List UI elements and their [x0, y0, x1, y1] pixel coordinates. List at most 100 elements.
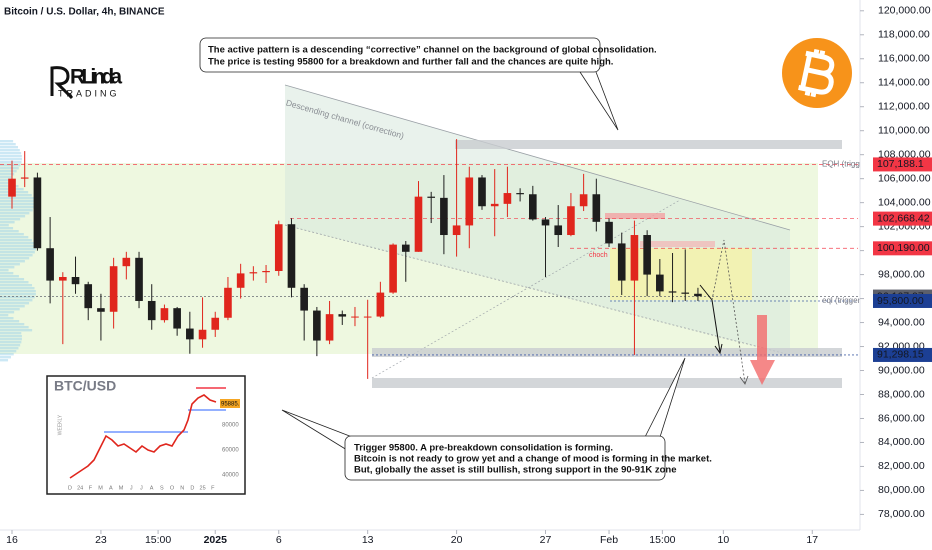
- price-tag: [873, 293, 932, 308]
- profile-bar: [0, 143, 16, 146]
- profile-bar: [0, 269, 9, 272]
- profile-bar: [0, 353, 14, 356]
- inset-x-label: 24: [77, 485, 83, 491]
- price-tags: 107,188.1102,668.42100,190.0096,167.0795…: [873, 157, 932, 362]
- candle-body: [427, 196, 436, 198]
- down-arrow: [750, 315, 775, 385]
- candle-body: [478, 177, 486, 207]
- channel-top: [284, 84, 791, 231]
- candle-body: [186, 328, 194, 340]
- profile-bar: [0, 332, 22, 335]
- profile-bar: [0, 170, 17, 173]
- y-tick-label: 112,000.00: [878, 101, 930, 113]
- x-tick-label: 20: [451, 534, 463, 546]
- profile-bar: [0, 284, 33, 287]
- profile-bar: [0, 251, 35, 254]
- candle-body: [668, 291, 677, 293]
- price-axis: [860, 0, 932, 550]
- x-tick-label: 23: [95, 534, 107, 546]
- candle-body: [84, 284, 93, 309]
- profile-bar: [0, 236, 29, 239]
- choch-label: choch: [589, 252, 608, 259]
- callout-pointer: [579, 71, 619, 131]
- price-tag: [873, 157, 932, 172]
- profile-bar: [0, 311, 15, 314]
- volume-profile: [0, 140, 36, 362]
- arrow-head: [739, 375, 749, 385]
- inset-x-label: 25: [200, 485, 206, 491]
- candle-body: [122, 257, 131, 267]
- candle-body: [567, 206, 575, 236]
- profile-bar: [0, 299, 33, 302]
- candle-body: [198, 329, 207, 340]
- y-tick-label: 94,000.00: [878, 316, 925, 328]
- candle-body: [643, 235, 651, 275]
- profile-bar: [0, 173, 15, 176]
- support-zone-low: [372, 378, 842, 388]
- profile-bar: [0, 245, 36, 248]
- profile-bar: [0, 344, 21, 347]
- candle-body: [211, 317, 220, 330]
- profile-bar: [0, 149, 20, 152]
- profile-bar: [0, 182, 13, 185]
- candle-body: [605, 221, 613, 244]
- profile-bar: [0, 281, 29, 284]
- inset-x-axis: D 24 F M A M J J A S O N D 25 F: [68, 485, 215, 491]
- profile-bar: [0, 275, 19, 278]
- profile-bar: [0, 326, 29, 329]
- inset-x-label: D: [190, 485, 194, 491]
- y-tick-label: 106,000.00: [878, 172, 931, 184]
- candle-body: [8, 178, 16, 197]
- candle-body: [97, 308, 105, 312]
- x-tick-label: Feb: [600, 534, 618, 546]
- profile-bar: [0, 305, 25, 308]
- candle-body: [262, 270, 270, 273]
- choch-zone: [640, 241, 715, 247]
- candle-body: [452, 225, 461, 236]
- candle-body: [20, 177, 29, 179]
- inset-x-label: O: [170, 485, 175, 491]
- profile-bar: [0, 329, 33, 332]
- profile-bar: [0, 314, 9, 317]
- x-tick-label: 2025: [204, 534, 228, 546]
- y-tick-label: 80,000.00: [878, 484, 925, 496]
- callout-cover: [346, 437, 664, 479]
- profile-bar: [0, 278, 25, 281]
- arrow-head: [714, 343, 723, 355]
- candle-body: [656, 274, 664, 292]
- candle-body: [249, 272, 258, 274]
- callout-pointer: [644, 357, 686, 438]
- candle-body: [325, 314, 334, 341]
- callout-text: Bitcoin is not ready to grow yet and a c…: [354, 454, 712, 465]
- candle-body: [490, 203, 499, 207]
- candle-body: [147, 300, 156, 321]
- profile-bar: [0, 338, 22, 341]
- price-tag-label: 91,298.15: [877, 349, 924, 361]
- profile-bar: [0, 347, 19, 350]
- profile-bar: [0, 164, 21, 167]
- x-tick-label: 16: [6, 534, 18, 546]
- profile-bar: [0, 263, 20, 266]
- candle-body: [401, 244, 410, 252]
- candle-body: [516, 193, 524, 195]
- candle-body: [173, 308, 181, 329]
- profile-bar: [0, 146, 18, 149]
- inset-x-label: J: [130, 485, 133, 491]
- profile-bar: [0, 350, 17, 353]
- logo: RLinda TRADING: [50, 66, 122, 100]
- arrows: [699, 239, 775, 385]
- price-tag: [873, 241, 932, 256]
- candle-body: [109, 266, 118, 312]
- x-tick-label: 17: [806, 534, 818, 546]
- profile-bar: [0, 242, 35, 245]
- callout: [199, 37, 601, 73]
- profile-bar: [0, 239, 32, 242]
- profile-bar: [0, 293, 36, 296]
- candle-body: [694, 293, 702, 297]
- logo-tagline: TRADING: [58, 88, 120, 98]
- level-note: EQH (trigger): [822, 160, 870, 169]
- profile-bar: [0, 341, 22, 344]
- profile-bar: [0, 287, 35, 290]
- candle-body: [363, 316, 372, 318]
